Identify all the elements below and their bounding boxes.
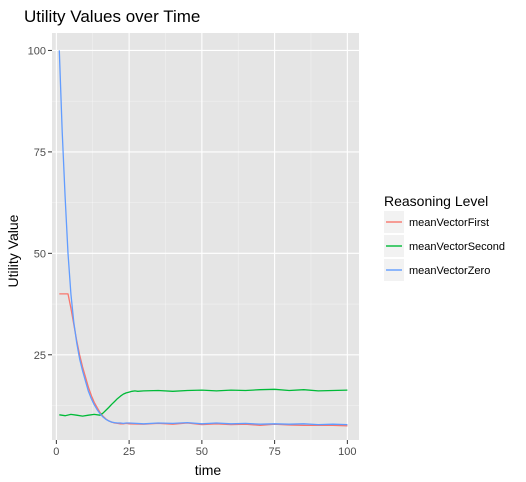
legend: Reasoning Level meanVectorFirstmeanVecto…: [384, 193, 505, 281]
x-tick-label: 75: [268, 446, 280, 458]
x-axis-title: time: [195, 462, 222, 478]
x-tick-label: 100: [338, 446, 356, 458]
legend-title: Reasoning Level: [384, 193, 488, 209]
y-tick-label: 75: [34, 147, 46, 159]
x-tick-label: 25: [123, 446, 135, 458]
x-axis-ticks: 0 25 50 75 100: [53, 440, 356, 458]
legend-items: meanVectorFirst meanVectorSecond meanVecto…: [384, 211, 505, 281]
y-tick-label: 100: [28, 45, 46, 57]
x-tick-label: 50: [196, 446, 208, 458]
y-tick-label: 25: [34, 350, 46, 362]
y-tick-label: 50: [34, 248, 46, 260]
legend-label-meanVectorSecond: meanVectorSecond: [409, 241, 505, 253]
legend-label-meanVectorZero: meanVectorZero: [409, 265, 490, 277]
plot-panel: [52, 33, 359, 440]
chart-title: Utility Values over Time: [24, 7, 200, 26]
y-axis-ticks: 25 50 75 100: [28, 45, 52, 361]
legend-label-meanVectorFirst: meanVectorFirst: [409, 217, 489, 229]
x-tick-label: 0: [53, 446, 59, 458]
y-axis-title: Utility Value: [5, 214, 21, 287]
